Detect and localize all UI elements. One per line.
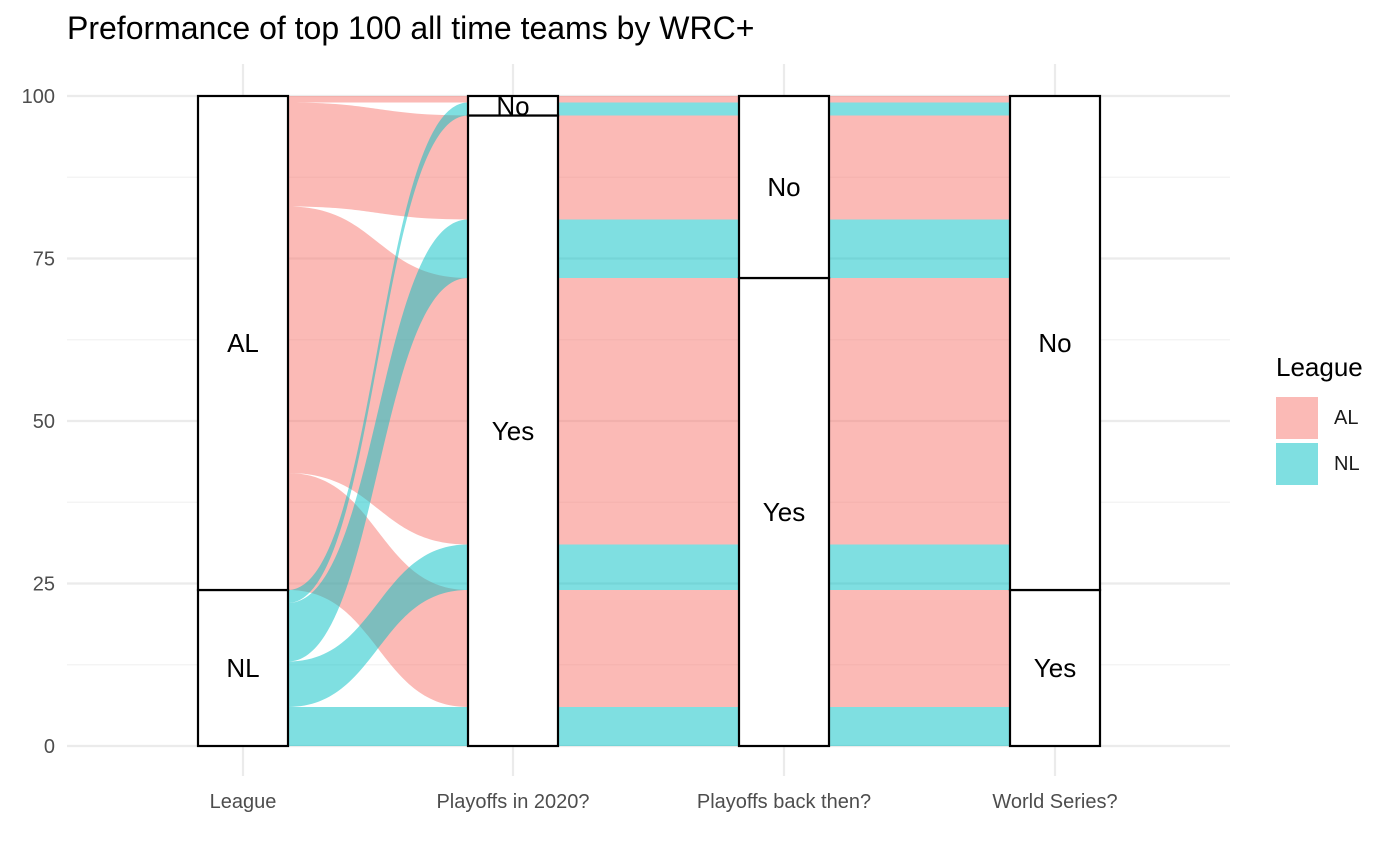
stratum-label: Yes: [1034, 653, 1076, 683]
y-tick-label: 25: [33, 574, 55, 596]
stratum-box: [466, 114, 560, 748]
flow-nl: [288, 544, 468, 707]
flow-al: [288, 96, 468, 103]
stratum-label: Yes: [492, 416, 534, 446]
flow-nl: [558, 102, 739, 116]
strata-layer: NL AL Yes No Yes No Yes No: [196, 91, 1102, 748]
legend-swatch-nl: [1276, 443, 1318, 485]
x-tick-label: Playoffs in 2020?: [436, 791, 589, 813]
stratum-label: No: [767, 172, 800, 202]
axis-layer: 0 25 50 75 100 League Playoffs in 2020? Playoff…: [22, 86, 1118, 813]
y-tick-label: 100: [22, 86, 55, 108]
chart-title: Preformance of top 100 all time teams by…: [67, 10, 755, 46]
legend-label-nl: NL: [1334, 452, 1360, 475]
flow-al: [829, 96, 1010, 103]
legend-item-al: AL: [1276, 395, 1363, 441]
flow-al: [558, 590, 739, 707]
legend: League AL NL: [1276, 352, 1363, 487]
flow-nl: [829, 544, 1010, 590]
flow-nl: [558, 544, 739, 590]
x-tick-label: Playoffs back then?: [697, 791, 871, 813]
flow-al: [829, 278, 1010, 545]
y-tick-label: 0: [44, 736, 55, 758]
flow-nl: [288, 707, 468, 746]
flow-al: [829, 590, 1010, 707]
stratum-label: No: [1038, 328, 1071, 358]
stratum-label: Yes: [763, 497, 805, 527]
stratum-label: No: [496, 91, 529, 121]
legend-title: League: [1276, 352, 1363, 382]
stratum-label: NL: [226, 653, 259, 683]
flow-nl: [288, 102, 468, 603]
flow-nl: [829, 102, 1010, 116]
legend-swatch-al: [1276, 397, 1318, 439]
stratum-box: [466, 94, 560, 117]
stratum-box: [737, 276, 831, 748]
x-tick-label: World Series?: [992, 791, 1117, 813]
flow-nl: [558, 707, 739, 746]
stratum-label: AL: [227, 328, 259, 358]
flow-al: [558, 278, 739, 545]
flow-al: [288, 473, 468, 707]
flow-al: [288, 102, 468, 220]
stratum-box: [737, 94, 831, 280]
flow-nl: [829, 707, 1010, 746]
flow-al: [829, 115, 1010, 220]
x-tick-label: League: [210, 791, 277, 813]
stratum-box: [196, 94, 290, 592]
flow-nl: [558, 219, 739, 278]
legend-label-al: AL: [1334, 406, 1359, 429]
y-tick-label: 50: [33, 411, 55, 433]
legend-item-nl: NL: [1276, 441, 1363, 487]
stratum-box: [196, 588, 290, 748]
flow-layer: [288, 96, 1010, 746]
flow-al: [558, 96, 739, 103]
y-tick-label: 75: [33, 249, 55, 271]
stratum-box: [1008, 588, 1102, 748]
flow-nl: [829, 219, 1010, 278]
flow-al: [558, 115, 739, 220]
flow-nl: [288, 219, 468, 662]
stratum-box: [1008, 94, 1102, 592]
